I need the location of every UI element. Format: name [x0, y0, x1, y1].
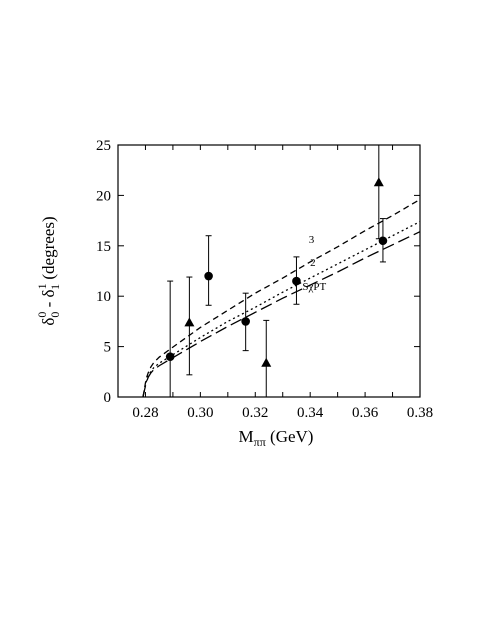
y-tick-label-4: 20 [96, 188, 111, 204]
x-tick-label-3: 0.34 [297, 405, 324, 421]
y-axis-title-delta-2: δ [39, 289, 58, 297]
curve-label-2: SχPT [302, 281, 326, 293]
data-point-circle-2 [241, 317, 250, 326]
data-point-circle-4 [378, 236, 388, 246]
curve-label-1: 2 [310, 257, 316, 269]
y-axis-title-delta-1: δ [39, 318, 58, 326]
curve-2 [142, 231, 421, 398]
x-tick-label-4: 0.36 [352, 405, 379, 421]
y-tick-label-1: 5 [104, 340, 112, 356]
curve-labels-group: 3 2 SχPT [302, 234, 326, 293]
y-tick-label-5: 25 [96, 138, 111, 154]
y-axis-title-delta-1-sub: 0 [48, 312, 62, 318]
ticks-group [118, 144, 421, 398]
y-axis-title-minus: - [39, 297, 58, 311]
tick-labels-group: 0.28 0.30 0.32 0.34 0.36 0.38 0 5 10 15 20 25 [96, 138, 433, 421]
x-axis-title-rest: (GeV) [266, 427, 314, 446]
data-point-circle-0 [165, 352, 175, 361]
y-axis-title-delta-1-sup: 0 [35, 312, 49, 318]
y-axis-title: δ00 - δ11 (degrees) [35, 216, 62, 325]
y-axis-title-delta-2-sup: 1 [35, 283, 49, 289]
curve-label-0: 3 [309, 234, 315, 246]
x-tick-label-5: 0.38 [407, 405, 433, 421]
y-tick-label-2: 10 [96, 289, 111, 305]
curve-1 [142, 221, 421, 398]
markers-group [165, 177, 388, 367]
y-axis-title-delta-2-sub: 1 [48, 284, 62, 290]
y-axis-title-rest: (degrees) [39, 216, 58, 284]
x-axis-title: Mππ (GeV) [239, 427, 314, 449]
data-point-triangle-2 [373, 177, 384, 187]
curves-group [142, 198, 421, 398]
data-point-circle-1 [204, 271, 213, 281]
data-point-triangle-1 [261, 357, 272, 367]
errorbars-group [167, 145, 386, 397]
x-tick-label-1: 0.30 [187, 405, 213, 421]
x-axis-title-main: M [239, 427, 254, 446]
data-point-circle-3 [292, 276, 301, 286]
plot-frame [117, 144, 421, 398]
x-tick-label-0: 0.28 [132, 405, 158, 421]
data-point-triangle-0 [184, 317, 195, 327]
y-tick-label-0: 0 [104, 390, 112, 406]
y-tick-label-3: 15 [96, 239, 111, 255]
x-axis-title-sub: ππ [254, 435, 266, 449]
x-tick-label-2: 0.32 [242, 405, 268, 421]
